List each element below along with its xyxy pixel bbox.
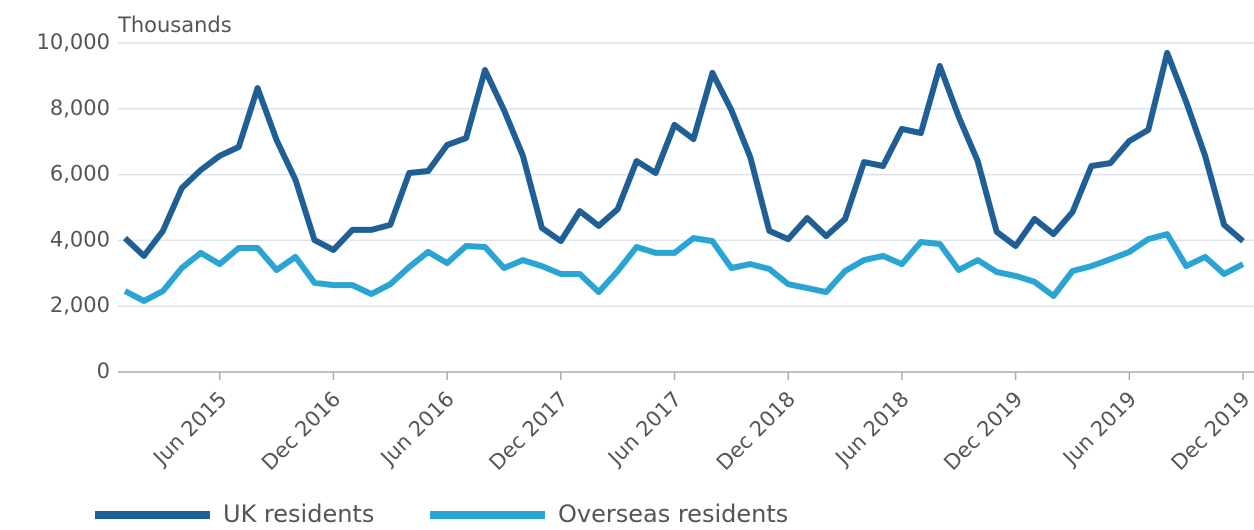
x-tick-label: Jun 2017 bbox=[602, 387, 686, 471]
y-tick-label: 2,000 bbox=[50, 293, 110, 317]
legend-label: UK residents bbox=[223, 500, 374, 528]
x-tick-label: Jun 2016 bbox=[375, 387, 459, 471]
x-tick-label: Jun 2015 bbox=[147, 387, 231, 471]
x-tick-label: Jun 2019 bbox=[1057, 387, 1141, 471]
x-tick-label: Dec 2018 bbox=[712, 387, 800, 475]
line bbox=[123, 231, 1245, 304]
x-tick-label: Dec 2019 bbox=[1167, 387, 1254, 475]
y-tick-label: 4,000 bbox=[50, 227, 110, 251]
y-tick-label: 6,000 bbox=[50, 162, 110, 186]
y-tick-label: 8,000 bbox=[50, 96, 110, 120]
legend-label: Overseas residents bbox=[558, 500, 788, 528]
x-tick-label: Dec 2019 bbox=[939, 387, 1027, 475]
x-tick-label: Dec 2016 bbox=[257, 387, 345, 475]
y-tick-label: 0 bbox=[97, 359, 110, 383]
x-tick-label: Jun 2018 bbox=[830, 387, 914, 471]
y-tick-label: 10,000 bbox=[37, 30, 110, 54]
line bbox=[122, 49, 1245, 259]
x-tick-label: Dec 2017 bbox=[484, 387, 572, 475]
y-axis-label: Thousands bbox=[117, 13, 232, 37]
